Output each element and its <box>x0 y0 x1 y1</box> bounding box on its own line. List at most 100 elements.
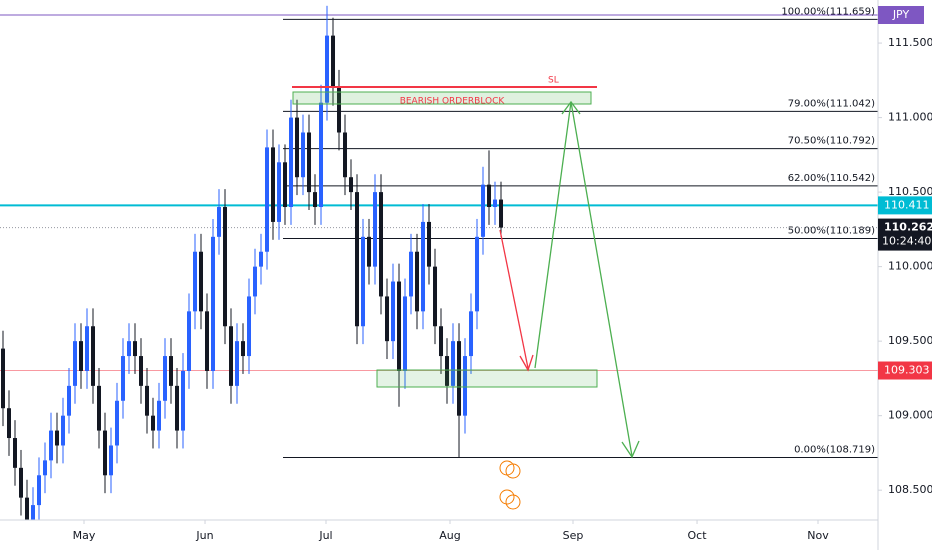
candle-body <box>445 356 450 386</box>
candle-body <box>115 400 120 446</box>
candle-body <box>1 348 6 409</box>
candle-body <box>265 147 270 252</box>
candles <box>1 5 504 520</box>
last-price-tag <box>878 218 932 251</box>
candle-body <box>61 415 66 446</box>
candle-body <box>25 497 30 520</box>
candle-body <box>373 192 378 267</box>
candle-body <box>421 221 426 312</box>
y-tick-label: 109.500 <box>888 334 932 347</box>
candle-body <box>205 311 210 371</box>
x-tick-label: Sep <box>563 529 584 542</box>
candle-body <box>289 117 294 208</box>
candle-body <box>361 236 366 327</box>
orderblock-zone <box>292 91 592 105</box>
candle-body <box>493 199 498 208</box>
candle-body <box>235 341 240 386</box>
arrow-down <box>499 229 529 369</box>
candle-body <box>337 87 342 133</box>
event-icon[interactable] <box>499 489 515 505</box>
candle-body <box>277 162 282 222</box>
x-tick-label: Oct <box>688 529 708 542</box>
candle-body <box>121 356 126 401</box>
candle-body <box>439 326 444 357</box>
candle-body <box>385 296 390 342</box>
candle-body <box>319 102 324 208</box>
y-tick-label: 110.500 <box>888 185 932 198</box>
x-tick-label: Nov <box>807 529 829 542</box>
candle-body <box>229 326 234 386</box>
x-tick-label: Aug <box>439 529 460 542</box>
x-tick-label: Jul <box>318 529 332 542</box>
candle-body <box>49 430 54 461</box>
candle-body <box>217 207 222 237</box>
candle-body <box>73 341 78 386</box>
candle-body <box>451 341 456 386</box>
sl-label: SL <box>548 76 559 86</box>
x-tick-label: May <box>73 529 96 542</box>
candle-body <box>19 467 24 498</box>
candle-body <box>67 385 72 416</box>
candle-body <box>97 385 102 431</box>
candle-body <box>253 266 258 297</box>
candle-body <box>157 400 162 431</box>
price-tag-label: 109.303 <box>884 364 930 377</box>
candle-body <box>91 326 96 386</box>
candle-body <box>283 162 288 208</box>
candle-body <box>325 35 330 103</box>
axes: 108.500 109.000 109.500 110.000 110.500 111.0… <box>73 6 932 542</box>
candle-body <box>139 356 144 386</box>
candle-body <box>457 341 462 416</box>
candle-body <box>397 281 402 371</box>
arrow-head <box>519 354 534 372</box>
candle-body <box>415 251 420 312</box>
candle-body <box>343 132 348 178</box>
price-tag <box>878 361 932 380</box>
y-tick-label: 111.500 <box>888 36 932 49</box>
candle-body <box>79 341 84 371</box>
last-price-label: 110.262 <box>884 221 932 234</box>
event-icon[interactable] <box>505 463 521 479</box>
candle-body <box>259 251 264 267</box>
candle-body <box>481 184 486 237</box>
price-tag-label: 110.411 <box>884 198 930 211</box>
candle-body <box>307 132 312 193</box>
candle-body <box>151 415 156 431</box>
candle-body <box>109 445 114 476</box>
orderblock-label: BEARISH ORDERBLOCK <box>400 97 506 107</box>
arrow-head <box>621 440 640 459</box>
candle-body <box>301 132 306 178</box>
candle-body <box>31 505 36 520</box>
y-tick-label: 111.000 <box>888 111 932 124</box>
fib-label: 100.00%(111.659) <box>781 6 875 17</box>
candle-body <box>409 251 414 297</box>
event-icon[interactable] <box>505 494 521 510</box>
candle-body <box>7 408 12 439</box>
candle-body <box>127 341 132 357</box>
candle-body <box>295 117 300 178</box>
fib-label: 0.00%(108.719) <box>794 445 875 456</box>
target-zone <box>376 369 598 388</box>
fib-label: 70.50%(110.792) <box>788 136 875 147</box>
candle-body <box>487 184 492 208</box>
candle-body <box>169 356 174 386</box>
candle-body <box>349 177 354 193</box>
levels: 100.00%(111.659) 79.00%(111.042) 70.50%(11… <box>0 6 878 459</box>
candle-body <box>55 430 60 446</box>
candle-body <box>37 475 42 506</box>
candle-body <box>379 192 384 297</box>
drawings: SL BEARISH ORDERBLOCK <box>292 76 640 510</box>
candle-body <box>331 35 336 88</box>
candle-body <box>403 296 408 371</box>
countdown-label: 10:24:40 <box>882 235 931 248</box>
candle-body <box>211 236 216 371</box>
candle-body <box>499 199 504 228</box>
candle-body <box>181 370 186 431</box>
candle-body <box>187 311 192 371</box>
candle-body <box>313 192 318 208</box>
price-tag <box>878 196 932 215</box>
candle-body <box>103 430 108 476</box>
y-tick-label: 110.000 <box>888 260 932 273</box>
